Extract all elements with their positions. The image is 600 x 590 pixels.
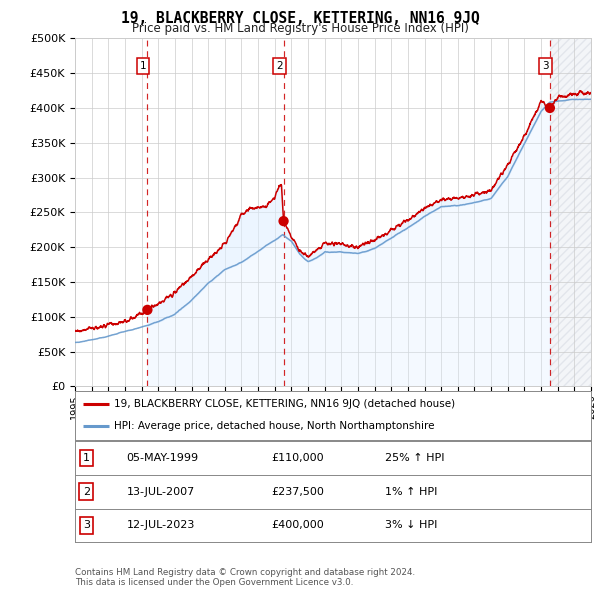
Point [279, 217, 289, 226]
Text: HPI: Average price, detached house, North Northamptonshire: HPI: Average price, detached house, Nort… [114, 421, 434, 431]
Text: 1: 1 [140, 61, 146, 71]
Text: £237,500: £237,500 [271, 487, 324, 497]
Point [545, 103, 554, 113]
Text: 19, BLACKBERRY CLOSE, KETTERING, NN16 9JQ (detached house): 19, BLACKBERRY CLOSE, KETTERING, NN16 9J… [114, 399, 455, 409]
Point [143, 305, 152, 314]
Text: 12-JUL-2023: 12-JUL-2023 [127, 520, 195, 530]
Text: 25% ↑ HPI: 25% ↑ HPI [385, 453, 444, 463]
Text: £400,000: £400,000 [271, 520, 324, 530]
Text: 2: 2 [276, 61, 283, 71]
Text: 3% ↓ HPI: 3% ↓ HPI [385, 520, 437, 530]
Text: 05-MAY-1999: 05-MAY-1999 [127, 453, 199, 463]
Text: Contains HM Land Registry data © Crown copyright and database right 2024.
This d: Contains HM Land Registry data © Crown c… [75, 568, 415, 587]
Text: 2: 2 [83, 487, 90, 497]
Text: £110,000: £110,000 [271, 453, 324, 463]
Text: 1% ↑ HPI: 1% ↑ HPI [385, 487, 437, 497]
Text: 3: 3 [83, 520, 90, 530]
Text: 13-JUL-2007: 13-JUL-2007 [127, 487, 195, 497]
Text: 3: 3 [542, 61, 549, 71]
Text: 19, BLACKBERRY CLOSE, KETTERING, NN16 9JQ: 19, BLACKBERRY CLOSE, KETTERING, NN16 9J… [121, 11, 479, 25]
Text: 1: 1 [83, 453, 90, 463]
Text: Price paid vs. HM Land Registry's House Price Index (HPI): Price paid vs. HM Land Registry's House … [131, 22, 469, 35]
